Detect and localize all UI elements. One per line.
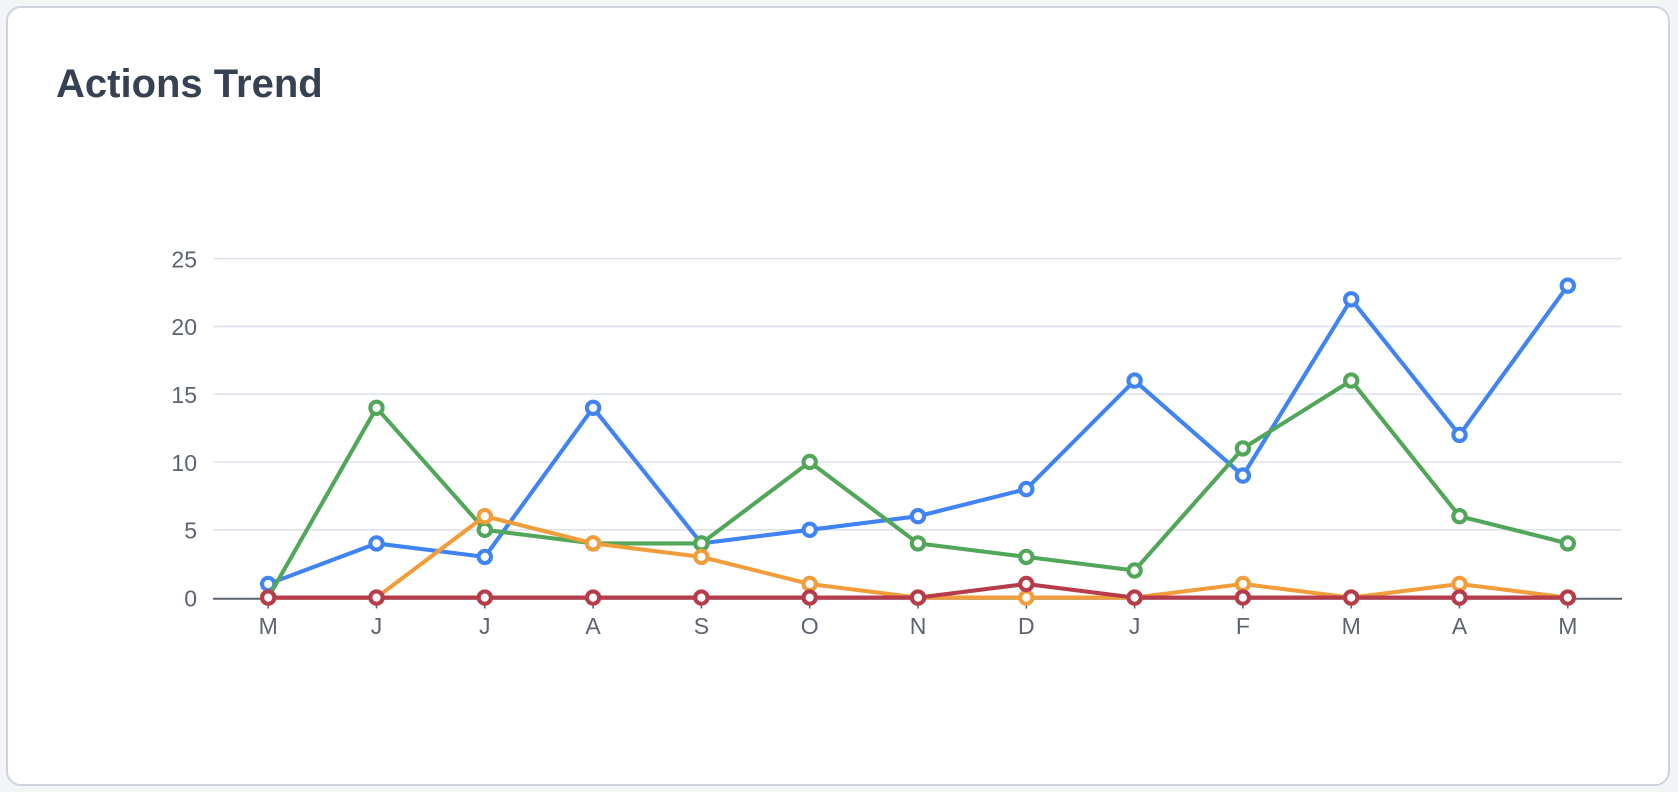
svg-text:5: 5 — [184, 518, 197, 544]
svg-text:10: 10 — [171, 450, 197, 476]
svg-text:15: 15 — [171, 382, 197, 408]
svg-text:A: A — [1452, 613, 1468, 639]
svg-text:N: N — [910, 613, 927, 639]
svg-text:20: 20 — [171, 314, 197, 340]
svg-text:S: S — [694, 613, 709, 639]
svg-text:J: J — [371, 613, 383, 639]
svg-text:M: M — [1558, 613, 1577, 639]
svg-text:25: 25 — [171, 246, 197, 272]
svg-text:M: M — [1342, 613, 1361, 639]
svg-text:F: F — [1236, 613, 1250, 639]
svg-text:O: O — [801, 613, 819, 639]
svg-text:0: 0 — [184, 585, 197, 611]
svg-text:J: J — [1129, 613, 1141, 639]
svg-text:D: D — [1018, 613, 1035, 639]
svg-text:M: M — [259, 613, 278, 639]
svg-text:A: A — [585, 613, 601, 639]
svg-text:J: J — [479, 613, 491, 639]
